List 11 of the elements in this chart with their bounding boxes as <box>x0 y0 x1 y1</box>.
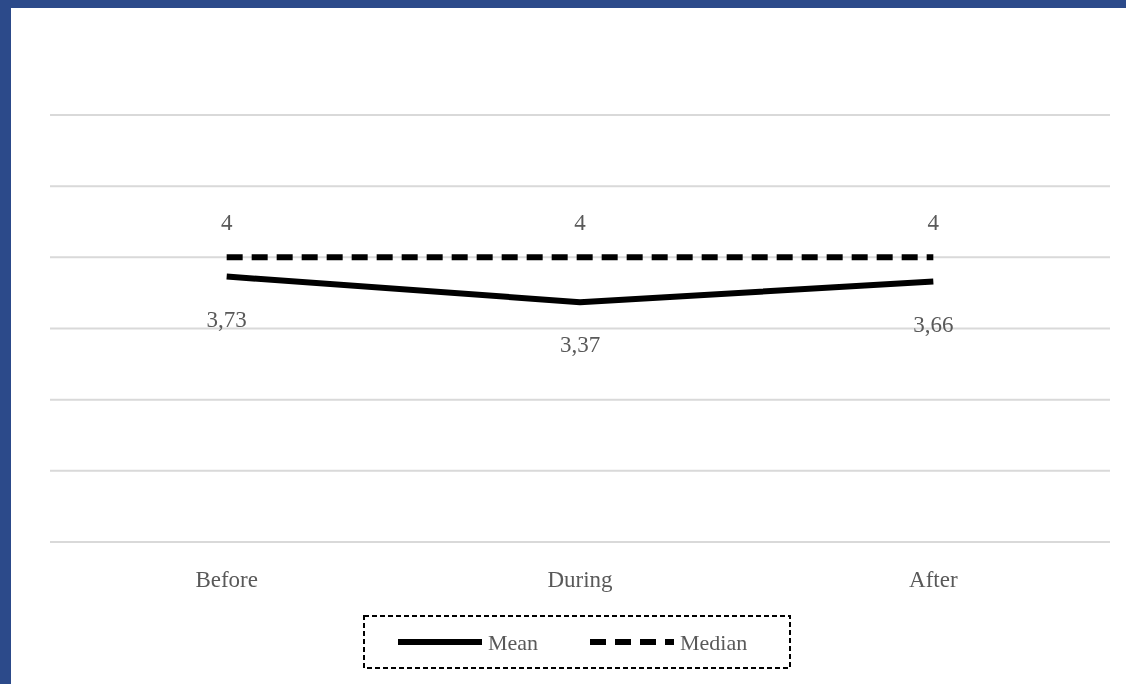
x-tick-label: During <box>547 567 614 592</box>
data-label: 3,37 <box>559 332 601 358</box>
legend-label: Median <box>680 630 748 655</box>
data-label: 4 <box>220 210 233 236</box>
data-label: 4 <box>574 210 587 236</box>
data-label: 3,73 <box>206 306 247 332</box>
data-label: 4 <box>927 210 940 236</box>
legend-label: Mean <box>488 630 539 655</box>
data-label: 3,66 <box>913 311 954 337</box>
x-tick-label: After <box>909 567 958 592</box>
x-tick-label: Before <box>195 567 258 592</box>
